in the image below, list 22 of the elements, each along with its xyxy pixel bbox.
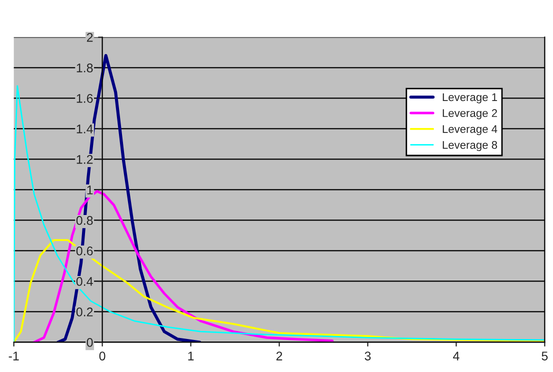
x-tick-label: 5 xyxy=(542,352,548,360)
y-tick-label: 1 xyxy=(87,186,93,194)
y-tick-label: 1.6 xyxy=(76,94,93,103)
y-tick-label: 0 xyxy=(86,338,93,347)
x-tick-label: 2 xyxy=(276,352,282,360)
legend-label: Leverage 8 xyxy=(442,140,498,152)
legend-label: Leverage 4 xyxy=(442,125,498,136)
y-tick-label: 0.6 xyxy=(76,246,93,256)
x-tick-label: 3 xyxy=(364,352,371,360)
y-tick-label: 0.2 xyxy=(76,308,93,316)
x-tick-label: -1 xyxy=(8,352,19,360)
y-tick-label: 2 xyxy=(86,33,93,42)
y-tick-label: 0.4 xyxy=(76,277,93,286)
x-tick-label: 4 xyxy=(453,352,460,360)
y-tick-label: 1.4 xyxy=(76,124,93,134)
x-tick-label: 0 xyxy=(99,352,106,360)
y-tick-label: 1.8 xyxy=(76,64,93,72)
x-tick-label: 1 xyxy=(188,352,194,360)
legend-label: Leverage 2 xyxy=(442,109,497,120)
y-tick-label: 1.2 xyxy=(76,155,93,164)
legend-label: Leverage 1 xyxy=(442,93,498,104)
y-tick-label: 0.8 xyxy=(76,216,93,225)
